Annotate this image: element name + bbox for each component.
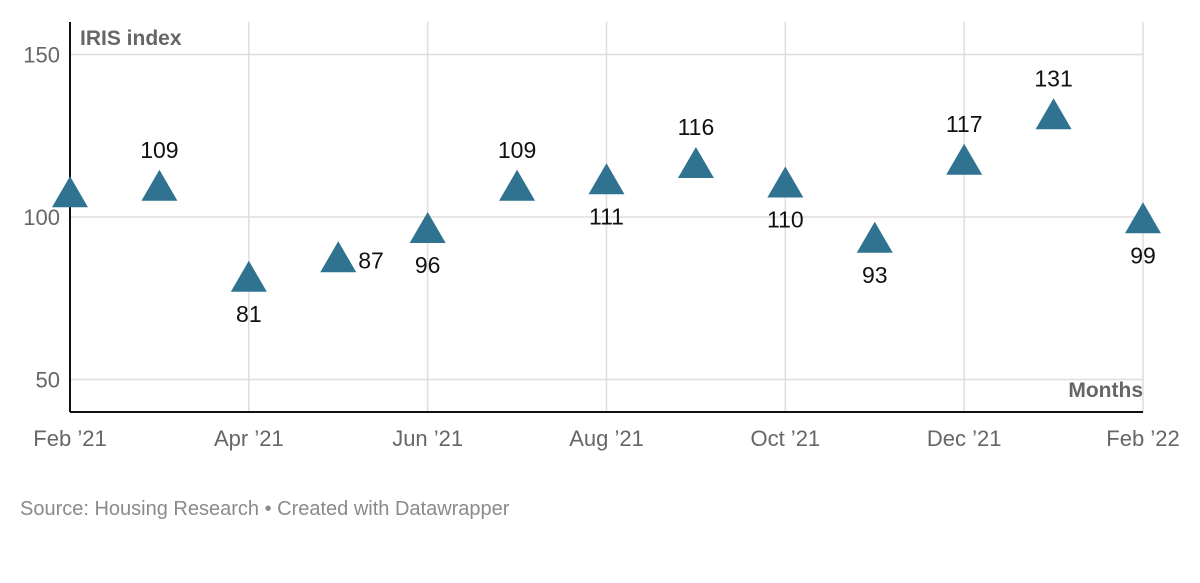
x-tick-label: Oct ’21 (750, 426, 820, 451)
data-marker (499, 169, 536, 201)
data-marker (141, 169, 178, 201)
data-marker (409, 212, 446, 243)
source-note: Source: Housing Research • Created with … (20, 498, 510, 520)
data-label: 131 (1034, 65, 1072, 91)
data-marker (588, 163, 625, 195)
data-marker (856, 221, 893, 253)
data-marker (1035, 98, 1072, 130)
x-tick-label: Feb ’22 (1106, 426, 1179, 451)
data-label: 109 (498, 137, 536, 163)
x-tick-label: Feb ’21 (33, 426, 106, 451)
data-label: 96 (415, 252, 441, 278)
data-marker (230, 260, 267, 292)
y-axis-label: IRIS index (80, 27, 182, 50)
y-axis: 50 100 150 (23, 43, 60, 393)
data-label: 93 (862, 262, 888, 288)
data-marker (1125, 202, 1161, 234)
y-tick-label: 50 (36, 368, 60, 393)
data-labels: 109 81 87 96 109 111 116 110 93 117 131 99 (140, 65, 1156, 327)
data-marker (677, 147, 714, 178)
data-label: 99 (1130, 242, 1156, 268)
data-label: 110 (767, 207, 804, 233)
y-tick-label: 150 (23, 43, 60, 68)
data-label: 81 (236, 301, 262, 327)
data-markers (52, 98, 1161, 292)
data-marker (52, 176, 88, 208)
data-label: 111 (589, 203, 624, 229)
x-tick-label: Jun ’21 (392, 426, 463, 451)
data-marker (767, 166, 804, 198)
x-axis: Feb ’21 Apr ’21 Jun ’21 Aug ’21 Oct ’21 Dec ’… (33, 22, 1180, 451)
y-tick-label: 100 (23, 205, 60, 230)
data-marker (946, 143, 983, 175)
data-label: 116 (678, 114, 715, 140)
data-label: 109 (140, 137, 178, 163)
x-tick-label: Apr ’21 (214, 426, 284, 451)
x-tick-label: Aug ’21 (569, 426, 644, 451)
data-marker (320, 241, 357, 273)
x-axis-label: Months (1068, 379, 1143, 402)
x-tick-label: Dec ’21 (927, 426, 1002, 451)
data-label: 87 (358, 247, 384, 273)
data-label: 117 (946, 111, 983, 137)
